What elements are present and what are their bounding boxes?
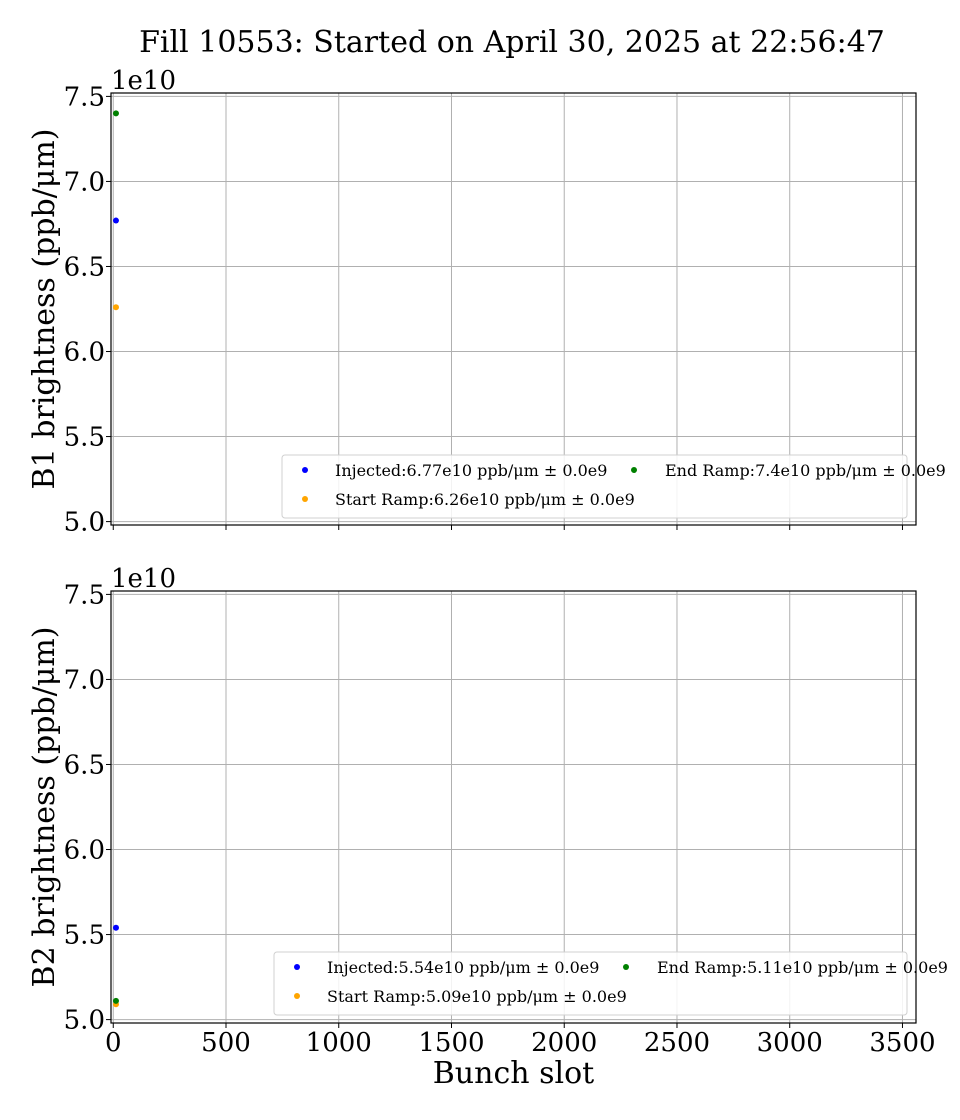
legend-entry: End Ramp:5.11e10 ppb/μm ± 0.0e9 [657,958,948,977]
data-point-series-3 [112,997,119,1004]
axes-frame [110,92,917,526]
grid [111,591,916,1023]
legend-box [281,454,908,519]
y-tick-label: 6.5 [64,252,105,282]
y-tick-label: 7.0 [64,167,105,197]
x-tick-label: 3500 [869,1028,935,1058]
data-point-series-3 [112,110,119,117]
y-tick-label: 6.0 [64,836,105,866]
legend-entry: End Ramp:7.4e10 ppb/μm ± 0.0e9 [665,461,946,480]
x-tick-label: 0 [105,1028,122,1058]
legend-marker [631,467,637,473]
legend-marker [302,467,308,473]
y-tick-label: 7.5 [64,82,105,112]
x-tick-label: 1500 [418,1028,484,1058]
x-axis-label: Bunch slot [433,1056,594,1091]
y-tick-label: 5.5 [64,921,105,951]
y-axis-label: B2 brightness (ppb/μm) [27,627,62,988]
panel-2: 0 500 1000 1500 2000 2500 3000 3500 5.0 5.5 6.0 6.5… [27,564,948,1091]
axes-frame [110,590,917,1024]
x-tick-label: 500 [201,1028,251,1058]
legend-marker [294,993,300,999]
x-tick-label: 2000 [531,1028,597,1058]
x-tick-label: 2500 [644,1028,710,1058]
legend-box [273,951,908,1016]
y-tick-label: 5.5 [64,423,105,453]
legend-entry: Injected:6.77e10 ppb/μm ± 0.0e9 [335,461,607,480]
figure-title: Fill 10553: Started on April 30, 2025 at… [139,25,885,60]
legend-marker [294,964,300,970]
legend-marker [623,964,629,970]
data-point-series-1 [112,924,119,931]
legend-entry: Injected:5.54e10 ppb/μm ± 0.0e9 [327,958,599,977]
y-tick-label: 5.0 [64,1006,105,1036]
y-axis-label: B1 brightness (ppb/μm) [27,129,62,490]
x-tick-label: 3000 [757,1028,823,1058]
legend-entry: Start Ramp:6.26e10 ppb/μm ± 0.0e9 [335,490,635,509]
y-tick-label: 7.0 [64,665,105,695]
legend: Injected:5.54e10 ppb/μm ± 0.0e9 Start Ram… [273,951,948,1016]
grid [111,93,916,525]
legend-entry: Start Ramp:5.09e10 ppb/μm ± 0.0e9 [327,987,627,1006]
y-offset-text: 1e10 [111,564,176,594]
y-tick-label: 6.5 [64,750,105,780]
y-offset-text: 1e10 [111,66,176,96]
y-tick-label: 6.0 [64,338,105,368]
x-tick-label: 1000 [306,1028,372,1058]
legend: Injected:6.77e10 ppb/μm ± 0.0e9 Start Ram… [281,454,946,519]
y-tick-label: 7.5 [64,580,105,610]
data-point-series-2 [112,304,119,311]
legend-marker [302,496,308,502]
y-tick-label: 5.0 [64,508,105,538]
data-point-series-1 [112,217,119,224]
